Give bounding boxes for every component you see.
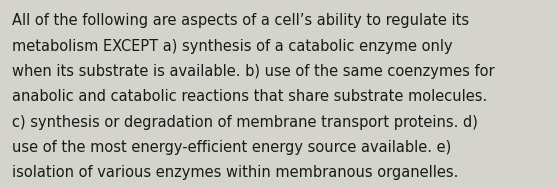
Text: anabolic and catabolic reactions that share substrate molecules.: anabolic and catabolic reactions that sh… — [12, 89, 488, 104]
Text: use of the most energy-efficient energy source available. e): use of the most energy-efficient energy … — [12, 140, 451, 155]
Text: when its substrate is available. b) use of the same coenzymes for: when its substrate is available. b) use … — [12, 64, 495, 79]
Text: metabolism EXCEPT a) synthesis of a catabolic enzyme only: metabolism EXCEPT a) synthesis of a cata… — [12, 39, 453, 54]
Text: All of the following are aspects of a cell’s ability to regulate its: All of the following are aspects of a ce… — [12, 13, 469, 28]
Text: c) synthesis or degradation of membrane transport proteins. d): c) synthesis or degradation of membrane … — [12, 115, 478, 130]
Text: isolation of various enzymes within membranous organelles.: isolation of various enzymes within memb… — [12, 165, 459, 180]
